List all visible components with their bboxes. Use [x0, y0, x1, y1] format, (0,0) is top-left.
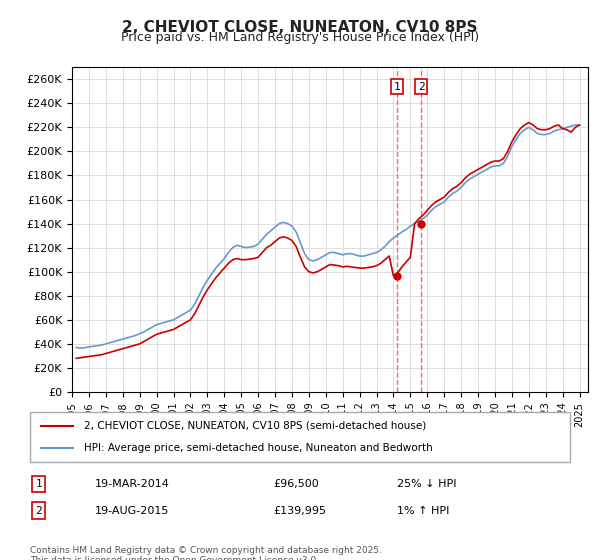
Text: 19-MAR-2014: 19-MAR-2014: [95, 479, 170, 489]
Text: 1: 1: [394, 82, 400, 92]
Text: 1% ↑ HPI: 1% ↑ HPI: [397, 506, 449, 516]
Text: Price paid vs. HM Land Registry's House Price Index (HPI): Price paid vs. HM Land Registry's House …: [121, 31, 479, 44]
Text: 19-AUG-2015: 19-AUG-2015: [95, 506, 169, 516]
FancyBboxPatch shape: [30, 412, 570, 462]
Text: £139,995: £139,995: [273, 506, 326, 516]
Text: 2: 2: [35, 506, 42, 516]
Text: HPI: Average price, semi-detached house, Nuneaton and Bedworth: HPI: Average price, semi-detached house,…: [84, 443, 433, 453]
Text: 2, CHEVIOT CLOSE, NUNEATON, CV10 8PS: 2, CHEVIOT CLOSE, NUNEATON, CV10 8PS: [122, 20, 478, 35]
Text: 1: 1: [35, 479, 42, 489]
Text: 2, CHEVIOT CLOSE, NUNEATON, CV10 8PS (semi-detached house): 2, CHEVIOT CLOSE, NUNEATON, CV10 8PS (se…: [84, 421, 426, 431]
Text: £96,500: £96,500: [273, 479, 319, 489]
Text: Contains HM Land Registry data © Crown copyright and database right 2025.
This d: Contains HM Land Registry data © Crown c…: [30, 546, 382, 560]
Text: 25% ↓ HPI: 25% ↓ HPI: [397, 479, 457, 489]
Text: 2: 2: [418, 82, 424, 92]
